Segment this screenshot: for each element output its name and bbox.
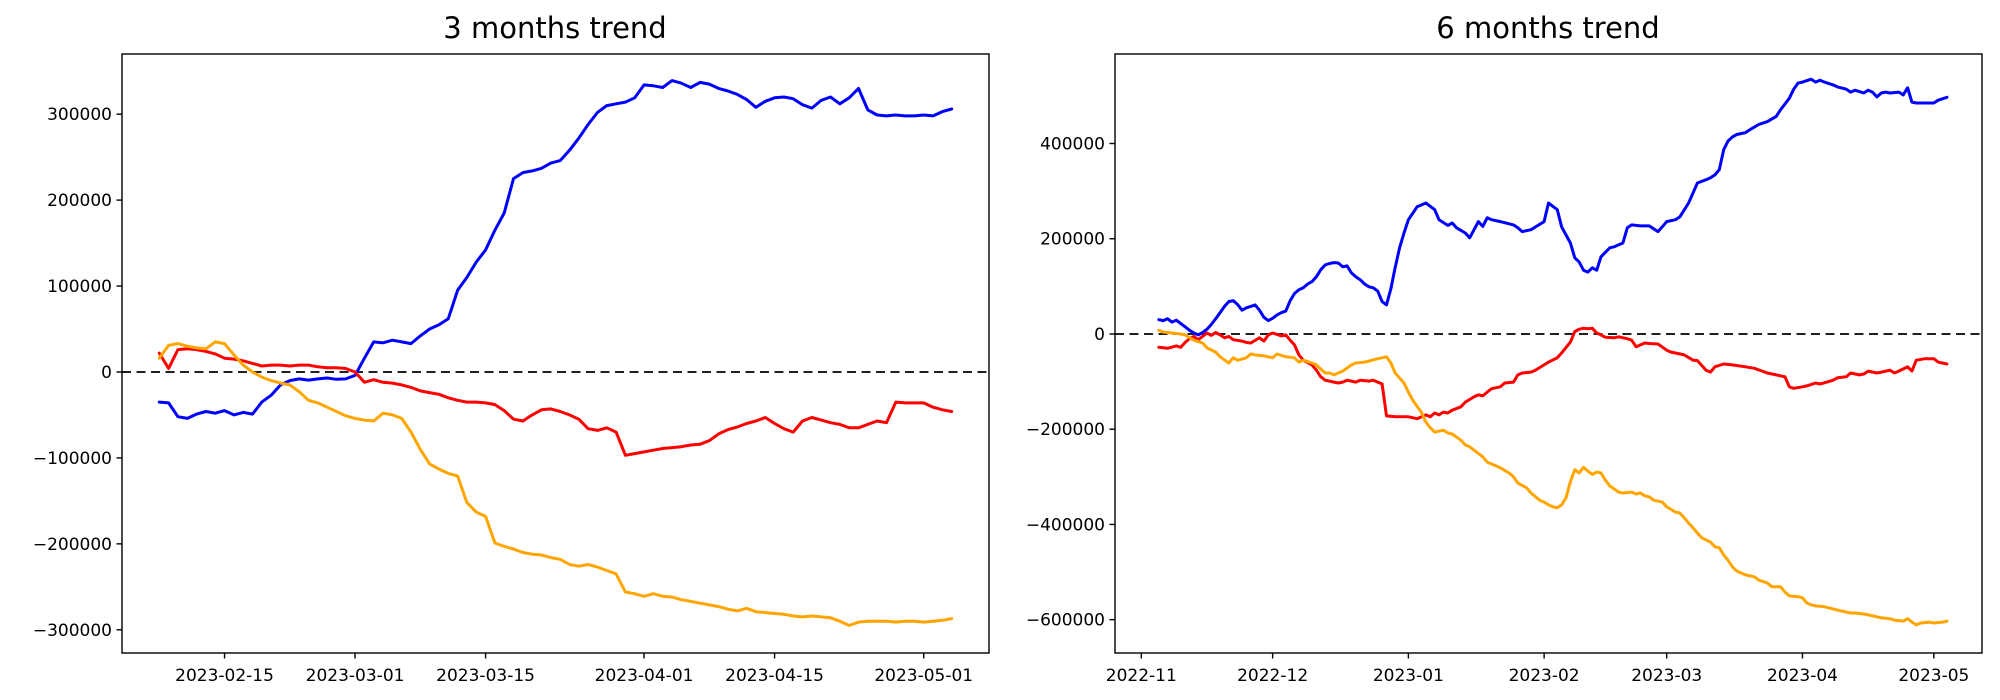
x-tick-label: 2023-03 xyxy=(1631,666,1702,686)
chart-6-months-trend: 6 months trend 2022-11 2022-12 2023-01 2023… xyxy=(1000,0,2000,700)
chart-canvas-3-months: 3 months trend 2023-02-15 2023-03-01 2023-… xyxy=(33,11,990,686)
x-tick-label: 2023-03-01 xyxy=(306,666,405,686)
y-tick-label: 200000 xyxy=(47,191,112,211)
series-line-blue xyxy=(157,79,954,420)
y-tick-label: 100000 xyxy=(47,277,112,297)
x-tick-label: 2023-02-15 xyxy=(175,666,274,686)
y-tick-label: −300000 xyxy=(33,621,112,641)
y-tick-label: 0 xyxy=(101,363,112,383)
x-tick-label: 2023-04 xyxy=(1767,666,1838,686)
chart-title-6-months: 6 months trend xyxy=(1436,11,1659,45)
chart-3-months-trend: 3 months trend 2023-02-15 2023-03-01 2023-… xyxy=(33,11,990,686)
y-tick-label: 400000 xyxy=(1040,135,1105,155)
y-tick-label: −100000 xyxy=(33,449,112,469)
series-line-orange xyxy=(1157,328,1949,627)
x-tick-label: 2023-05 xyxy=(1898,666,1969,686)
x-tick-label: 2023-04-01 xyxy=(595,666,694,686)
series-line-red xyxy=(157,347,954,457)
x-tick-label: 2023-03-15 xyxy=(436,666,535,686)
x-tick-label: 2023-05-01 xyxy=(874,666,973,686)
series-line-orange xyxy=(157,340,954,627)
plot-border xyxy=(121,53,990,654)
x-tick-label: 2023-02 xyxy=(1509,666,1580,686)
x-tick-label: 2022-12 xyxy=(1237,666,1308,686)
y-tick-label: −400000 xyxy=(1026,515,1105,535)
x-tick-label: 2023-01 xyxy=(1373,666,1444,686)
plot-border xyxy=(1114,53,1983,654)
series-line-blue xyxy=(1157,77,1949,337)
y-tick-label: −200000 xyxy=(1026,420,1105,440)
y-tick-label: 300000 xyxy=(47,105,112,125)
y-tick-label: 200000 xyxy=(1040,230,1105,250)
y-tick-label: −600000 xyxy=(1026,611,1105,631)
chart-title-3-months: 3 months trend xyxy=(443,11,666,45)
chart-canvas-6-months: 6 months trend 2022-11 2022-12 2023-01 2023… xyxy=(1026,11,1983,686)
y-tick-label: 0 xyxy=(1094,325,1105,345)
series-line-red xyxy=(1157,326,1949,421)
x-tick-label: 2022-11 xyxy=(1106,666,1177,686)
y-tick-label: −200000 xyxy=(33,535,112,555)
x-tick-label: 2023-04-15 xyxy=(725,666,824,686)
